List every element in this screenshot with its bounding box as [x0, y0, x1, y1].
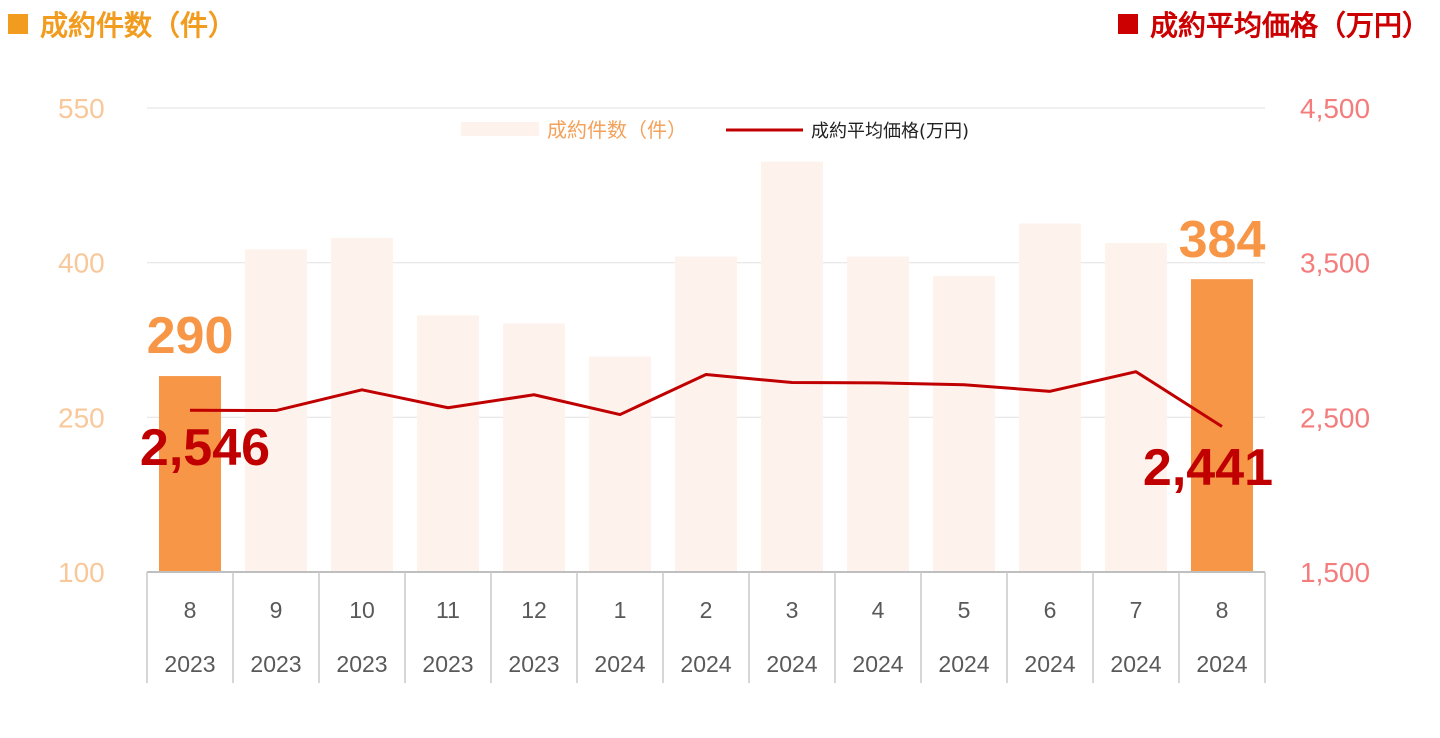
legend-bar-label: 成約件数（件）: [547, 118, 687, 142]
bar: [847, 256, 909, 572]
x-tick-year: 2024: [852, 651, 903, 677]
bar: [589, 356, 651, 572]
right-axis-title: 成約平均価格（万円）: [1117, 4, 1430, 44]
legend-line-label: 成約平均価格(万円): [811, 121, 969, 142]
x-tick-month: 8: [1216, 597, 1229, 623]
x-tick-month: 6: [1044, 597, 1057, 623]
x-tick-year: 2024: [1110, 651, 1161, 677]
data-label: 2,546: [140, 419, 270, 477]
x-tick-month: 2: [700, 597, 713, 623]
x-tick-year: 2024: [680, 651, 731, 677]
bar: [933, 276, 995, 572]
x-tick-month: 12: [521, 597, 547, 623]
x-tick-month: 5: [958, 597, 971, 623]
bar: [159, 376, 221, 572]
left-axis-title: 成約件数（件）: [8, 4, 236, 44]
bar: [1019, 223, 1081, 573]
data-label: 384: [1179, 211, 1266, 269]
bar: [417, 315, 479, 572]
x-tick-year: 2024: [766, 651, 817, 677]
left-tick-label: 100: [58, 557, 105, 588]
x-tick-month: 7: [1130, 597, 1143, 623]
data-label: 2,441: [1143, 439, 1273, 497]
x-tick-month: 9: [270, 597, 283, 623]
x-tick-year: 2024: [1196, 651, 1247, 677]
x-tick-year: 2024: [594, 651, 645, 677]
red-square-icon: [1117, 14, 1138, 34]
x-tick-year: 2023: [164, 651, 215, 677]
left-axis-title-text: 成約件数（件）: [40, 9, 237, 42]
right-tick-label: 3,500: [1300, 248, 1370, 279]
x-tick-year: 2023: [508, 651, 559, 677]
bar: [503, 323, 565, 572]
left-tick-label: 400: [58, 248, 105, 279]
bar: [761, 161, 823, 572]
x-tick-year: 2023: [250, 651, 301, 677]
x-tick-month: 11: [436, 597, 460, 623]
bar: [675, 256, 737, 572]
bar: [331, 237, 393, 573]
x-tick-month: 10: [349, 597, 375, 623]
orange-square-icon: [8, 14, 28, 34]
left-tick-label: 550: [58, 93, 105, 124]
right-tick-label: 2,500: [1300, 402, 1370, 433]
x-tick-year: 2023: [422, 651, 473, 677]
x-tick-month: 1: [614, 597, 627, 623]
data-label: 290: [147, 307, 234, 365]
right-tick-label: 4,500: [1300, 93, 1370, 124]
legend-bar-swatch: [461, 122, 539, 136]
x-tick-year: 2024: [1024, 651, 1075, 677]
x-tick-year: 2024: [938, 651, 989, 677]
x-tick-month: 3: [786, 597, 799, 623]
x-tick-year: 2023: [336, 651, 387, 677]
left-tick-label: 250: [58, 402, 105, 433]
price-line: [189, 370, 1223, 428]
right-axis-title-text: 成約平均価格（万円）: [1149, 9, 1430, 42]
x-tick-month: 8: [184, 597, 197, 623]
bar: [1105, 243, 1167, 572]
right-tick-label: 1,500: [1300, 557, 1370, 588]
x-tick-month: 4: [872, 597, 885, 623]
